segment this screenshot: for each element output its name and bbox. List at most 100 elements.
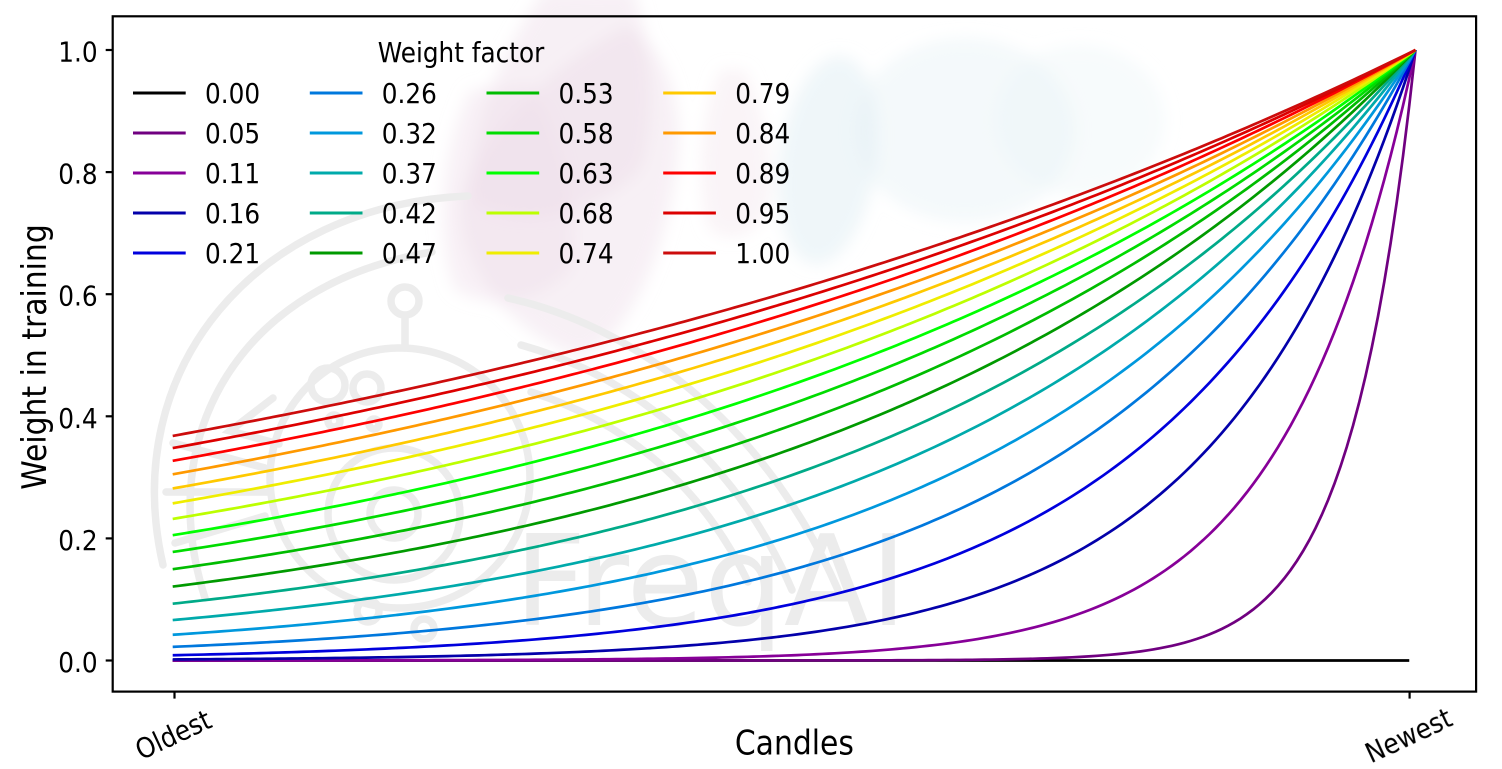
logo-goggle <box>349 370 385 406</box>
legend-entry-0.89: 0.89 <box>663 157 790 190</box>
legend-label: 0.32 <box>382 117 437 150</box>
watermark-blobs <box>443 0 1165 358</box>
x-tick-label-oldest: Oldest <box>130 703 216 767</box>
watermark-petal-blue <box>778 55 878 265</box>
curve-wf-0.89 <box>172 48 1417 463</box>
logo-swoosh <box>150 192 472 569</box>
curve-wf-0.74 <box>172 48 1417 505</box>
legend-label: 0.53 <box>559 77 614 110</box>
curve-wf-0.79 <box>172 48 1417 490</box>
y-tick-label-0.2: 0.2 <box>58 524 97 557</box>
logo-beak <box>221 394 283 448</box>
curve-wf-0.16 <box>172 49 1417 661</box>
legend-label: 0.16 <box>205 197 260 230</box>
legend-label: 0.74 <box>559 237 614 270</box>
legend-label: 1.00 <box>735 237 790 270</box>
logo-foot <box>410 615 438 643</box>
legend-label: 0.63 <box>559 157 614 190</box>
legend-title: Weight factor <box>378 36 545 69</box>
x-tick-label-newest: Newest <box>1360 701 1457 769</box>
legend: Weight factor 0.000.050.110.160.210.260.… <box>133 36 790 270</box>
legend-label: 0.47 <box>382 237 437 270</box>
legend-label: 0.89 <box>735 157 790 190</box>
legend-entries: 0.00 0.05 0.11 0.16 0.21 0.26 0.32 0.37 0.42 0.47… <box>133 77 790 270</box>
legend-entry-0.00: 0.00 <box>133 77 260 110</box>
legend-label: 0.05 <box>205 117 260 150</box>
legend-entry-0.21: 0.21 <box>133 237 260 270</box>
legend-entry-0.63: 0.63 <box>486 157 614 190</box>
logo-tail <box>169 439 269 472</box>
legend-entry-0.26: 0.26 <box>309 77 437 110</box>
logo-wing <box>517 341 796 594</box>
legend-entry-0.42: 0.42 <box>309 197 437 230</box>
legend-entry-0.95: 0.95 <box>663 197 790 230</box>
legend-entry-0.58: 0.58 <box>486 117 614 150</box>
logo-body-circle <box>266 344 534 612</box>
curve-wf-0.21 <box>172 49 1417 657</box>
curve-wf-0.95 <box>172 48 1417 450</box>
curve-wf-0.42 <box>172 49 1417 606</box>
axes-box <box>111 15 1478 693</box>
y-tick-label-0.0: 0.0 <box>58 646 97 679</box>
legend-label: 0.42 <box>382 197 437 230</box>
y-tick-label-0.4: 0.4 <box>58 402 97 435</box>
curve-wf-0.53 <box>172 49 1417 571</box>
legend-entry-0.47: 0.47 <box>309 237 437 270</box>
legend-entry-0.53: 0.53 <box>486 77 614 110</box>
legend-entry-0.74: 0.74 <box>486 237 614 270</box>
curve-wf-0.47 <box>172 49 1417 588</box>
legend-label: 0.84 <box>735 117 790 150</box>
legend-entry-0.05: 0.05 <box>133 117 260 150</box>
curve-wf-0.58 <box>172 48 1417 554</box>
y-tick-label-1.0: 1.0 <box>58 36 97 69</box>
curve-wf-0.11 <box>172 49 1417 662</box>
y-tick-label-0.6: 0.6 <box>58 280 97 313</box>
legend-label: 0.00 <box>205 77 260 110</box>
legend-entry-0.37: 0.37 <box>309 157 437 190</box>
legend-label: 0.21 <box>205 237 260 270</box>
curve-wf-1.00 <box>172 48 1417 438</box>
curve-wf-0.63 <box>172 48 1417 537</box>
legend-entry-0.32: 0.32 <box>309 117 437 150</box>
logo-foot <box>353 596 383 626</box>
y-axis-label: Weight in training <box>15 224 54 490</box>
legend-label: 0.95 <box>735 197 790 230</box>
logo-goggle-dot <box>324 411 344 431</box>
legend-label: 0.37 <box>382 157 437 190</box>
curve-wf-0.37 <box>172 49 1417 622</box>
logo-goggle <box>307 364 349 406</box>
curve-wf-0.32 <box>172 49 1417 637</box>
watermark: FreqAI <box>150 0 1165 655</box>
legend-label: 0.26 <box>382 77 437 110</box>
watermark-petal-pink <box>443 85 574 302</box>
x-axis-label: Candles <box>735 724 854 763</box>
x-axis-ticks <box>173 691 1411 699</box>
legend-entry-0.84: 0.84 <box>663 117 790 150</box>
watermark-petal-pink <box>701 70 770 237</box>
legend-entry-0.11: 0.11 <box>133 157 260 190</box>
legend-label: 0.68 <box>559 197 614 230</box>
y-axis-ticks: 0.0 0.2 0.4 0.6 0.8 1.0 <box>58 36 113 679</box>
legend-label: 0.58 <box>559 117 614 150</box>
legend-entry-0.79: 0.79 <box>663 77 790 110</box>
legend-entry-0.68: 0.68 <box>486 197 614 230</box>
curves <box>172 48 1417 662</box>
legend-label: 0.11 <box>205 157 260 190</box>
y-tick-label-0.8: 0.8 <box>58 158 97 191</box>
watermark-text: FreqAI <box>514 508 907 655</box>
logo-antenna-ball <box>387 283 423 319</box>
logo-tail <box>171 512 269 547</box>
legend-entry-1.00: 1.00 <box>663 237 790 270</box>
curve-wf-0.68 <box>172 48 1417 521</box>
axes-frame <box>111 15 1478 693</box>
logo-goggle-dot <box>365 415 383 433</box>
logo-wing <box>527 388 752 586</box>
legend-entry-0.16: 0.16 <box>133 197 260 230</box>
logo-inner-dot <box>366 486 422 542</box>
logo-swoosh <box>186 248 436 602</box>
watermark-petal-blue <box>995 45 1165 195</box>
curve-wf-0.84 <box>172 48 1417 476</box>
logo-inner-circle <box>324 444 464 584</box>
curve-wf-0.26 <box>172 49 1417 649</box>
